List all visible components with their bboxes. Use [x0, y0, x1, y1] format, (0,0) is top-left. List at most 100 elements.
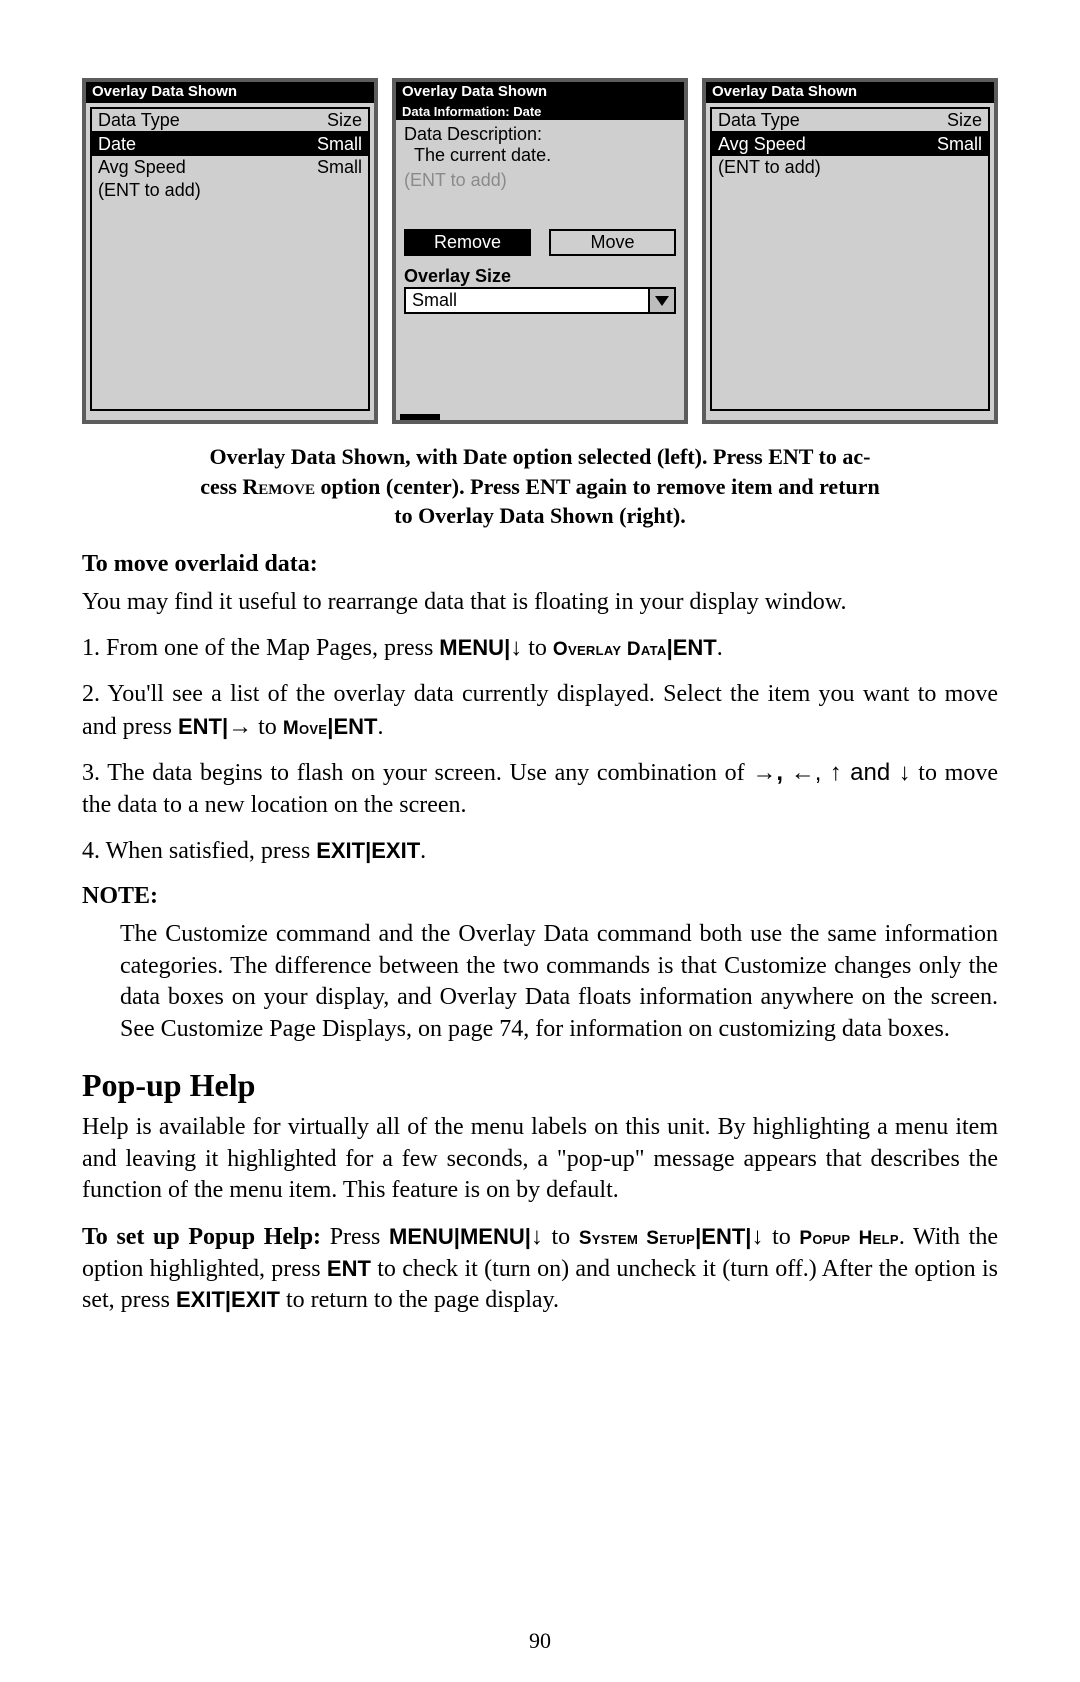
dropdown-caret-icon[interactable]: [648, 289, 674, 312]
manual-page: Overlay Data Shown Data Type Size Date S…: [0, 0, 1080, 1682]
row-type: Avg Speed: [718, 134, 806, 155]
period: .: [377, 714, 383, 740]
ent-key: ENT: [178, 714, 222, 739]
setup-tail: to return to the page display.: [280, 1287, 559, 1313]
col-header-type: Data Type: [98, 110, 180, 131]
col-header-type: Data Type: [718, 110, 800, 131]
step-1: 1. From one of the Map Pages, press MENU…: [82, 632, 998, 665]
popup-help-heading: Pop-up Help: [82, 1064, 998, 1106]
setup-press: Press: [330, 1224, 389, 1250]
popup-help-label: Popup Help: [799, 1228, 898, 1249]
caption-text: Overlay Data Shown, with Date option sel…: [210, 444, 769, 469]
step1-text: 1. From one of the Map Pages, press: [82, 635, 439, 661]
move-data-intro: You may find it useful to rearrange data…: [82, 587, 998, 619]
list-row[interactable]: (ENT to add): [92, 179, 368, 202]
row-size: Small: [317, 134, 362, 155]
ent-key: ENT: [701, 1224, 745, 1249]
row-type: (ENT to add): [98, 180, 201, 201]
caption-remove: Remove: [242, 474, 315, 499]
col-header-size: Size: [327, 110, 362, 131]
caption-text: to ac-: [813, 444, 870, 469]
ent-key: ENT: [327, 1256, 371, 1281]
button-row: Remove Move: [404, 229, 676, 256]
caption-text: to Overlay Data Shown (right).: [394, 503, 685, 528]
list-row[interactable]: (ENT to add): [712, 156, 988, 179]
step2-to: to: [252, 714, 283, 740]
exit-key: EXIT: [316, 838, 365, 863]
panel-right: Overlay Data Shown Data Type Size Avg Sp…: [702, 78, 998, 424]
row-size: Small: [937, 134, 982, 155]
move-label: Move: [283, 718, 327, 739]
list-header: Data Type Size: [92, 109, 368, 134]
scrollbar-stub: [400, 414, 440, 420]
data-description-text: The current date.: [404, 145, 676, 166]
right-arrow-icon: →: [228, 713, 252, 740]
col-header-size: Size: [947, 110, 982, 131]
panel-center-subhead: Data Information: Date: [396, 103, 684, 121]
step1-to: to: [522, 635, 553, 661]
row-type: Date: [98, 134, 136, 155]
panel-left-title: Overlay Data Shown: [86, 82, 374, 103]
step-2: 2. You'll see a list of the overlay data…: [82, 679, 998, 743]
down-arrow-icon: ↓: [510, 634, 522, 661]
caption-text: again to remove item and return: [570, 474, 880, 499]
exit-key: EXIT: [231, 1287, 280, 1312]
down-arrow-icon: ↓: [751, 1223, 763, 1250]
setup-lead: To set up Popup Help:: [82, 1224, 330, 1250]
panel-left-listbox: Data Type Size Date Small Avg Speed Smal…: [90, 107, 370, 411]
exit-key: EXIT: [371, 838, 420, 863]
note-label: NOTE:: [82, 881, 998, 913]
setup-to: to: [543, 1224, 579, 1250]
caption-ent: ENT: [525, 474, 570, 499]
row-type: (ENT to add): [718, 157, 821, 178]
step4-text: 4. When satisfied, press: [82, 838, 316, 864]
list-row[interactable]: Avg Speed Small: [712, 133, 988, 156]
panel-center-body: Data Description: The current date. (ENT…: [396, 120, 684, 314]
panel-center-title: Overlay Data Shown: [396, 82, 684, 103]
screenshot-panels-row: Overlay Data Shown Data Type Size Date S…: [82, 78, 998, 424]
popup-help-intro: Help is available for virtually all of t…: [82, 1112, 998, 1207]
popup-help-setup: To set up Popup Help: Press MENU|MENU|↓ …: [82, 1221, 998, 1317]
ent-key: ENT: [673, 635, 717, 660]
menu-key: MENU: [460, 1224, 525, 1249]
list-row[interactable]: Date Small: [92, 133, 368, 156]
list-row[interactable]: Avg Speed Small: [92, 156, 368, 179]
panel-right-title: Overlay Data Shown: [706, 82, 994, 103]
setup-to: to: [763, 1224, 799, 1250]
menu-key: MENU: [439, 635, 504, 660]
note-body: The Customize command and the Overlay Da…: [120, 919, 998, 1046]
overlay-data-label: Overlay Data: [553, 639, 667, 660]
data-description-label: Data Description:: [404, 124, 676, 145]
panel-center: Overlay Data Shown Data Information: Dat…: [392, 78, 688, 424]
overlay-size-dropdown[interactable]: Small: [404, 287, 676, 314]
exit-key: EXIT: [176, 1287, 225, 1312]
list-header: Data Type Size: [712, 109, 988, 134]
step-4: 4. When satisfied, press EXIT|EXIT.: [82, 836, 998, 868]
body-text: To move overlaid data: You may find it u…: [82, 549, 998, 1317]
step-3: 3. The data begins to flash on your scre…: [82, 757, 998, 821]
move-button[interactable]: Move: [549, 229, 676, 256]
caption-ent: ENT: [768, 444, 813, 469]
row-type: Avg Speed: [98, 157, 186, 178]
remove-button[interactable]: Remove: [404, 229, 531, 256]
row-size: Small: [317, 157, 362, 178]
menu-key: MENU: [389, 1224, 454, 1249]
system-setup-label: System Setup: [579, 1228, 695, 1249]
overlay-size-value: Small: [406, 289, 648, 312]
ent-key: ENT: [333, 714, 377, 739]
caption-text: cess: [200, 474, 242, 499]
down-arrow-icon: ↓: [531, 1223, 543, 1250]
panel-left: Overlay Data Shown Data Type Size Date S…: [82, 78, 378, 424]
page-number: 90: [0, 1628, 1080, 1654]
move-data-heading: To move overlaid data:: [82, 549, 998, 581]
arrow-group-icon: ←, ↑ and ↓: [791, 759, 911, 786]
period: .: [717, 635, 723, 661]
figure-caption: Overlay Data Shown, with Date option sel…: [82, 442, 998, 531]
ghost-add-hint: (ENT to add): [404, 170, 676, 191]
panel-right-listbox: Data Type Size Avg Speed Small (ENT to a…: [710, 107, 990, 411]
period: .: [420, 838, 426, 864]
caption-text: option (center). Press: [315, 474, 525, 499]
overlay-size-label: Overlay Size: [404, 266, 676, 287]
arrow-group-icon: →,: [752, 759, 783, 786]
step3-text: 3. The data begins to flash on your scre…: [82, 760, 752, 786]
